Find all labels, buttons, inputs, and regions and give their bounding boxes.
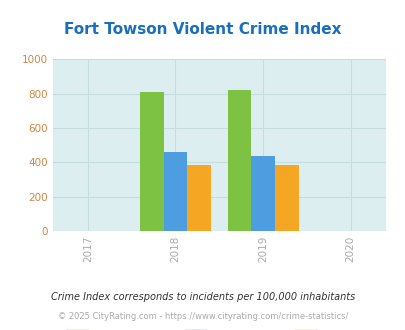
Bar [274,165,298,231]
Bar [251,156,274,231]
Text: Fort Towson Violent Crime Index: Fort Towson Violent Crime Index [64,22,341,37]
Bar [140,92,163,231]
Text: © 2025 CityRating.com - https://www.cityrating.com/crime-statistics/: © 2025 CityRating.com - https://www.city… [58,312,347,321]
Bar [163,152,187,231]
Text: Crime Index corresponds to incidents per 100,000 inhabitants: Crime Index corresponds to incidents per… [51,292,354,302]
Bar [187,165,210,231]
Legend: Fort Towson, Oklahoma, National: Fort Towson, Oklahoma, National [61,326,376,330]
Bar [227,90,251,231]
